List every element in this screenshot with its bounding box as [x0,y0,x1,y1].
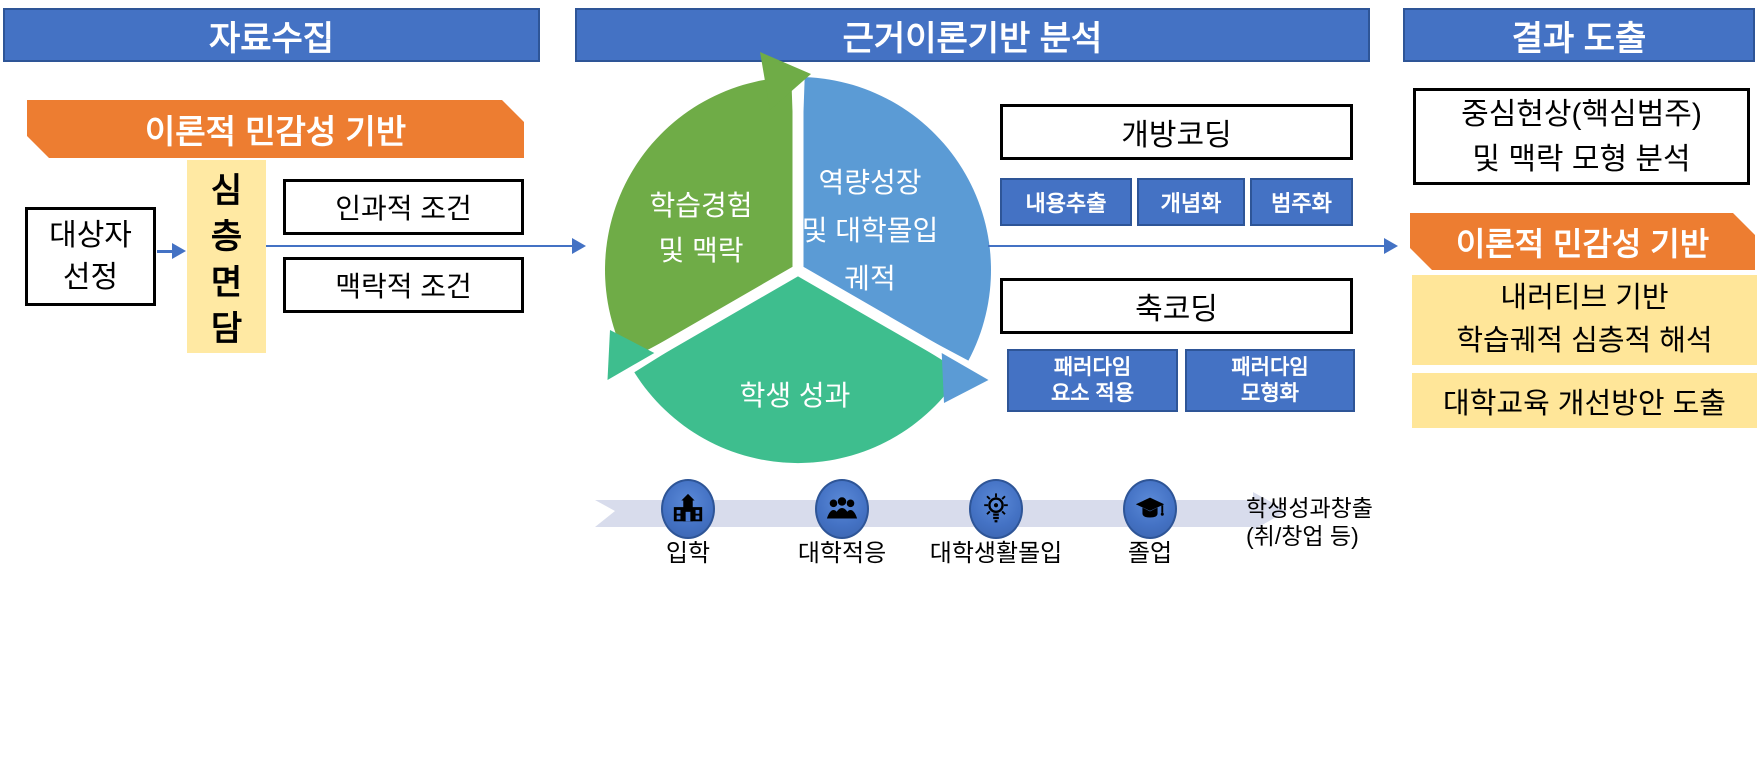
student-outcome-line1: 학생성과창출 [1246,495,1373,521]
cycle-segment-student-outcomes [634,270,962,464]
in-depth-interview-bar: 심층면담 [187,160,266,353]
education-improvement-box: 대학교육 개선방안 도출 [1412,373,1757,428]
milestone-immersion-label: 대학생활몰입 [929,540,1063,567]
connector-subject-to-interview [157,250,174,253]
student-journey-cycle-diagram: 학습경험 및 맥락 역량성장 및 대학몰입 궤적 학생 성과 [605,52,991,464]
cycle-label-learning-line1: 학습경험 [649,190,752,221]
narrative-interpretation-box: 내러티브 기반 학습궤적 심층적 해석 [1412,275,1757,365]
cycle-arrow-green [760,52,811,110]
cycle-segment-competency-growth [798,77,991,361]
open-coding-step-content-extraction: 내용추출 [1000,178,1132,226]
arrow-head-cycle-to-results [1384,238,1398,254]
open-coding-step-categorization: 범주화 [1250,178,1353,226]
theoretical-sensitivity-banner-right: 이론적 민감성 기반 [1410,213,1755,270]
idea-icon [984,493,1008,523]
milestone-graduation [1123,479,1177,539]
theoretical-sensitivity-banner-left: 이론적 민감성 기반 [27,100,524,158]
contextual-condition-box: 맥락적 조건 [283,257,524,313]
narrative-interpretation-line2: 학습궤적 심층적 해석 [1456,325,1713,357]
cycle-arrow-teal [607,330,655,380]
arrow-head-interview-to-cycle [572,238,586,254]
header-data-collection: 자료수집 [3,8,540,62]
header-grounded-theory-analysis: 근거이론기반 분석 [575,8,1370,62]
student-outcome-text: 학생성과창출 (취/창업 등) [1246,494,1373,550]
core-phenomenon-line1: 중심현상(핵심범주) [1461,97,1702,131]
student-outcome-line2: (취/창업 등) [1246,523,1359,549]
open-coding-step-conceptualization: 개념화 [1137,178,1245,226]
open-coding-box: 개방코딩 [1000,104,1353,160]
step-categorization-label: 범주화 [1271,191,1332,216]
cycle-segment-learning-experience [605,77,798,361]
milestone-graduation-label: 졸업 [1127,540,1173,567]
cycle-label-competency-line1: 역량성장 [818,167,921,198]
axial-coding-label: 축코딩 [1135,293,1218,326]
arrow-head-subject-to-interview [172,243,186,259]
paradigm-elements-line2: 요소 적용 [1050,381,1135,405]
cycle-arrow-blue [941,353,989,403]
cycle-label-competency-line3: 궤적 [844,263,896,294]
theoretical-sensitivity-banner-left-label: 이론적 민감성 기반 [144,113,407,150]
cycle-label-learning-line2: 및 맥락 [658,235,743,266]
contextual-condition-label: 맥락적 조건 [335,271,472,302]
cycle-label-outcomes: 학생 성과 [740,380,851,411]
milestone-admission [661,479,715,539]
header-results: 결과 도출 [1403,8,1755,62]
milestone-immersion [969,479,1023,539]
header-grounded-theory-analysis-label: 근거이론기반 분석 [842,19,1103,58]
header-results-label: 결과 도출 [1511,19,1647,58]
causal-condition-box: 인과적 조건 [283,179,524,235]
open-coding-label: 개방코딩 [1121,119,1232,152]
step-conceptualization-label: 개념화 [1160,191,1222,216]
milestone-adaptation-label: 대학적응 [797,540,887,567]
subject-selection-box: 대상자 선정 [25,207,156,306]
paradigm-modeling-line2: 모형화 [1241,381,1299,405]
axial-coding-box: 축코딩 [1000,278,1353,334]
paradigm-modeling-line1: 패러다임 [1231,355,1309,379]
axial-step-paradigm-modeling: 패러다임 모형화 [1185,349,1355,412]
subject-selection-line1: 대상자 [49,218,132,252]
connector-interview-to-cycle [266,245,574,247]
people-icon [826,497,858,519]
theoretical-sensitivity-banner-right-label: 이론적 민감성 기반 [1455,225,1710,262]
narrative-interpretation-line1: 내러티브 기반 [1500,282,1669,314]
milestone-adaptation [815,479,869,539]
step-content-extraction-label: 내용추출 [1025,191,1107,216]
connector-cycle-to-results [988,245,1386,247]
core-phenomenon-line2: 및 맥락 모형 분석 [1472,142,1691,176]
axial-step-paradigm-elements: 패러다임 요소 적용 [1007,349,1178,412]
cycle-label-competency-line2: 및 대학몰입 [802,215,939,246]
milestone-admission-label: 입학 [665,540,711,567]
causal-condition-label: 인과적 조건 [335,193,472,224]
subject-selection-line2: 선정 [62,260,119,294]
graduation-icon [1135,497,1165,518]
in-depth-interview-label: 심층면담 [210,172,243,348]
paradigm-elements-line1: 패러다임 [1053,355,1132,379]
education-improvement-label: 대학교육 개선방안 도출 [1443,387,1726,420]
core-phenomenon-box: 중심현상(핵심범주) 및 맥락 모형 분석 [1413,88,1750,185]
school-icon [673,493,703,522]
header-data-collection-label: 자료수집 [208,19,335,58]
